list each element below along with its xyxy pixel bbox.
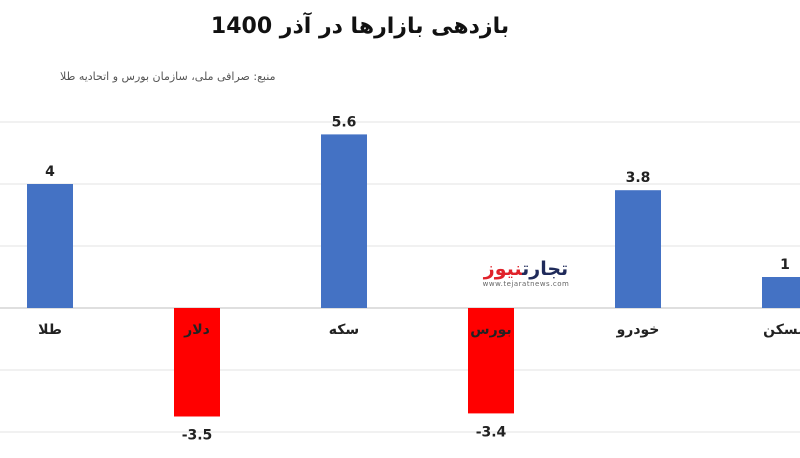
labels: 4 طلا -3.5 دلار 5.6 سکه -3.4 بورس 3.8 خودرو 1 مسکن — [38, 114, 800, 443]
bar — [174, 308, 220, 417]
category-label: سکه — [329, 322, 359, 338]
bar — [615, 190, 661, 308]
value-label: 1 — [780, 257, 790, 273]
category-label: مسکن — [763, 322, 800, 338]
category-label: بورس — [470, 322, 511, 338]
bar — [321, 134, 367, 308]
watermark-url: www.tejaratnews.com — [482, 280, 570, 288]
chart-title: بازدهی بازارها در آذر 1400 — [210, 14, 510, 39]
bar — [468, 308, 514, 414]
category-label: طلا — [38, 322, 62, 338]
watermark-name-part1: تجارت — [522, 258, 569, 280]
category-label: خودرو — [616, 322, 660, 338]
value-label: -3.5 — [182, 428, 213, 444]
gridlines — [0, 121, 800, 433]
value-label: 4 — [45, 164, 55, 180]
value-label: 5.6 — [332, 114, 357, 130]
bar — [762, 277, 800, 308]
chart-source: منبع: صرافی ملی، سازمان بورس و اتحادیه ط… — [60, 70, 276, 83]
watermark-logo: تجارتنیوز www.tejaratnews.com — [474, 258, 578, 288]
value-label: 3.8 — [626, 170, 651, 186]
category-label: دلار — [183, 322, 210, 338]
watermark-name-part2: نیوز — [483, 258, 523, 280]
bars — [27, 134, 800, 417]
value-label: -3.4 — [476, 424, 507, 440]
bar — [27, 184, 73, 308]
